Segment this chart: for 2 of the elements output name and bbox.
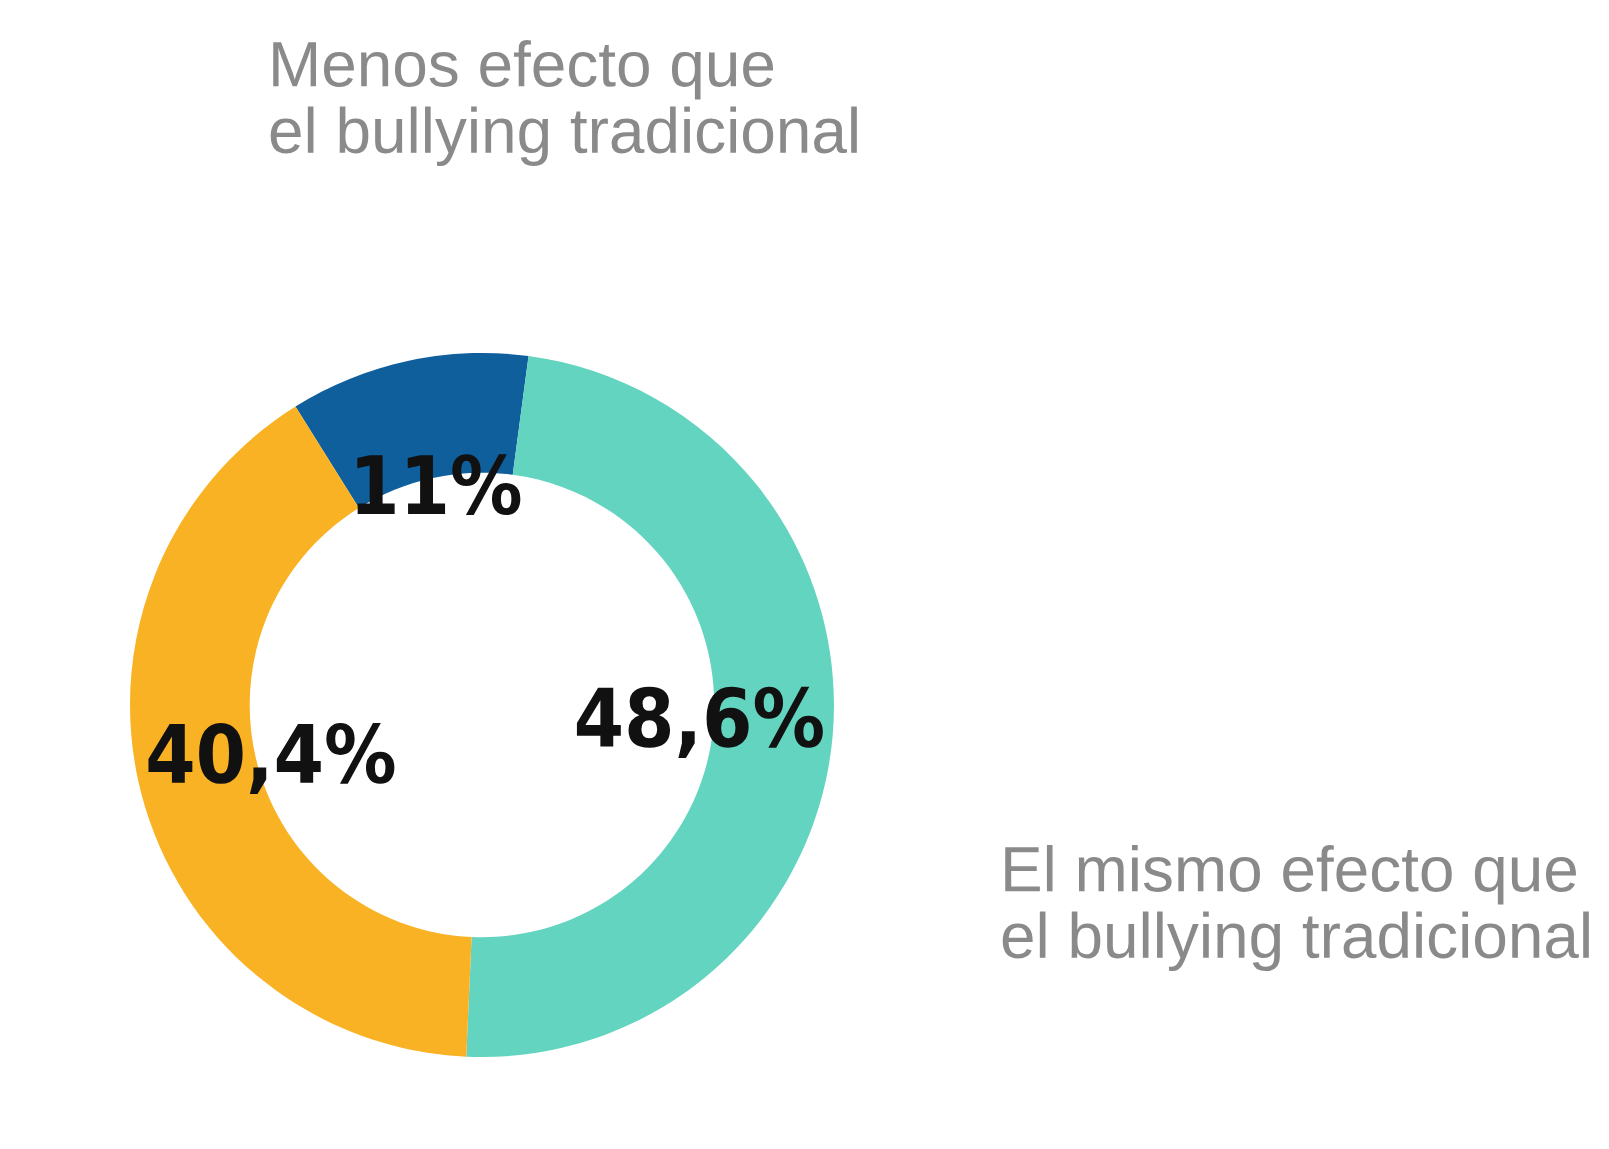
slice-label: Menos efecto que el bullying tradicional <box>270 40 857 167</box>
slice-label: El mismo efecto que el bullying tradicional <box>1002 845 1589 972</box>
